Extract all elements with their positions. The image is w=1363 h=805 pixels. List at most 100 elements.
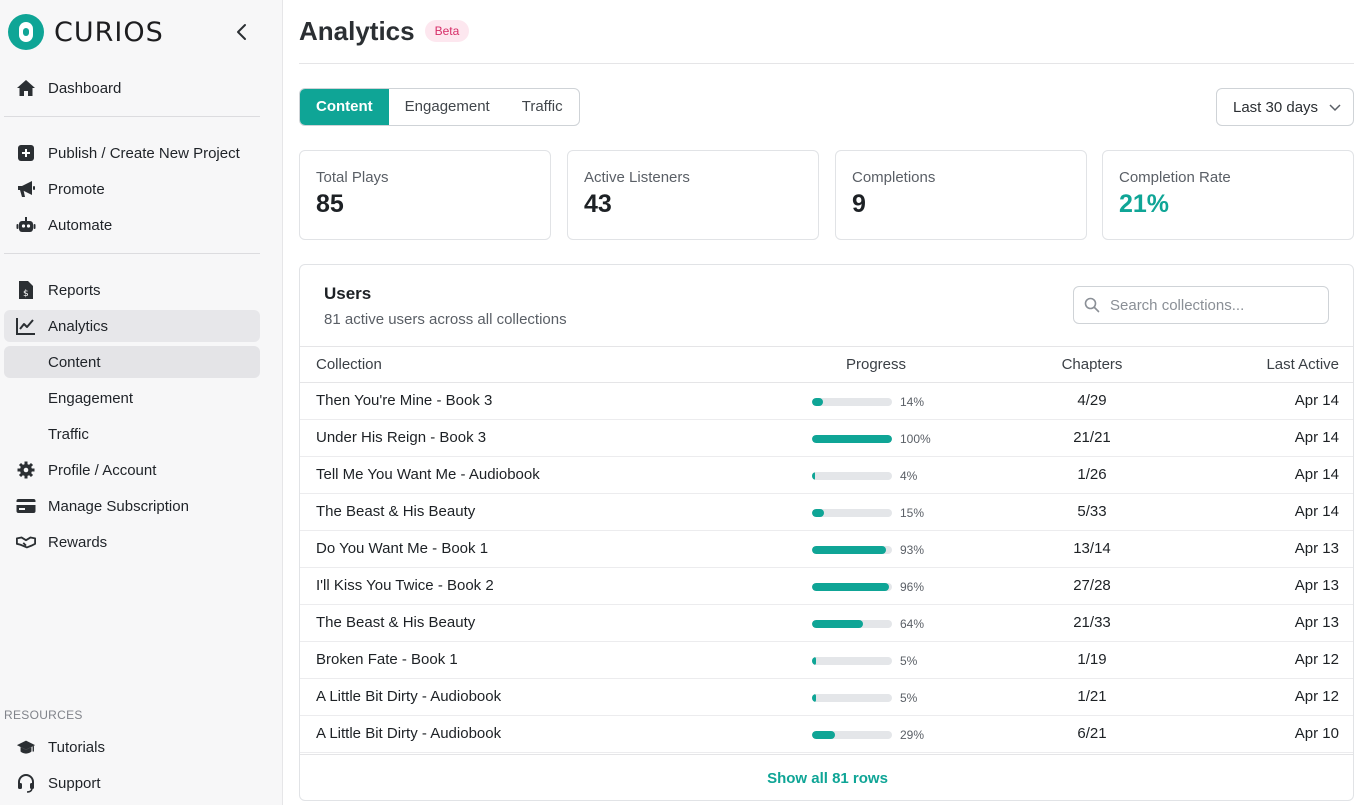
progress-cell: 96% [812, 568, 924, 605]
sidebar-subitem-content[interactable]: Content [4, 346, 260, 378]
progress-cell: 29% [812, 716, 924, 753]
progress-fill [812, 619, 864, 628]
collection-name: A Little Bit Dirty - Audiobook [316, 725, 502, 742]
handshake-icon [16, 532, 36, 552]
progress-bar [812, 619, 892, 628]
beta-badge: Beta [424, 20, 470, 42]
progress-cell: 64% [812, 605, 924, 642]
collection-name: Under His Reign - Book 3 [316, 429, 487, 446]
svg-text:$: $ [23, 289, 29, 299]
gear-icon [16, 460, 36, 480]
progress-fill [812, 471, 816, 480]
sidebar-item-support[interactable]: Support [4, 767, 260, 799]
table-row[interactable]: Broken Fate - Book 1 5% 1/19 Apr 12 [300, 642, 1353, 679]
progress-percent: 4% [900, 468, 918, 483]
progress-percent: 29% [900, 727, 925, 742]
collection-name: Do You Want Me - Book 1 [316, 540, 489, 557]
tab-engagement[interactable]: Engagement [404, 98, 490, 115]
tab-traffic[interactable]: Traffic [521, 98, 563, 115]
stat-value: 21% [1119, 190, 1170, 218]
sidebar-item-dashboard[interactable]: Dashboard [4, 72, 260, 104]
progress-cell: 5% [812, 679, 917, 716]
search-icon [1084, 297, 1100, 313]
collection-name: Then You're Mine - Book 3 [316, 392, 493, 409]
page-title: Analytics [299, 16, 415, 46]
analytics-tabs: Content Engagement Traffic [299, 88, 580, 126]
users-subtitle: 81 active users across all collections [324, 311, 567, 328]
table-row[interactable]: Do You Want Me - Book 1 93% 13/14 Apr 13 [300, 531, 1353, 568]
progress-fill [812, 508, 824, 517]
chapters-count: 4/29 [1077, 392, 1107, 409]
progress-fill [812, 545, 887, 554]
brand[interactable]: CURIOS [8, 13, 164, 51]
table-row[interactable]: The Beast & His Beauty 15% 5/33 Apr 14 [300, 494, 1353, 531]
progress-fill [812, 582, 889, 591]
chevron-down-icon [1329, 104, 1341, 112]
sidebar-item-tutorials[interactable]: Tutorials [4, 731, 260, 763]
progress-percent: 100% [900, 431, 931, 446]
line-chart-icon [16, 316, 36, 336]
progress-cell: 4% [812, 457, 917, 494]
sidebar-item-subscription[interactable]: Manage Subscription [4, 490, 260, 522]
chevron-left-icon [237, 24, 246, 40]
column-header-collection[interactable]: Collection [316, 356, 382, 373]
sidebar-item-reports[interactable]: $ Reports [4, 274, 260, 306]
sidebar-item-label: Promote [48, 180, 105, 198]
sidebar-item-label: Profile / Account [48, 461, 157, 479]
progress-percent: 96% [900, 579, 925, 594]
column-header-chapters[interactable]: Chapters [1061, 356, 1123, 373]
sidebar-item-label: Analytics [48, 317, 109, 335]
megaphone-icon [16, 179, 36, 199]
sidebar-item-automate[interactable]: Automate [4, 209, 260, 241]
sidebar-subitem-traffic[interactable]: Traffic [4, 418, 260, 450]
stat-label: Active Listeners [584, 169, 690, 186]
credit-card-icon [16, 496, 36, 516]
sidebar-item-profile[interactable]: Profile / Account [4, 454, 260, 486]
sidebar-item-publish[interactable]: Publish / Create New Project [4, 137, 260, 169]
progress-cell: 100% [812, 420, 931, 457]
table-row[interactable]: I'll Kiss You Twice - Book 2 96% 27/28 Apr … [300, 568, 1353, 605]
table-row[interactable]: Under His Reign - Book 3 100% 21/21 Apr 14 [300, 420, 1353, 457]
tab-content[interactable]: Content [300, 89, 389, 125]
progress-percent: 15% [900, 505, 925, 520]
sidebar-item-promote[interactable]: Promote [4, 173, 260, 205]
chapters-count: 6/21 [1077, 725, 1107, 742]
last-active-date: Apr 12 [1294, 688, 1339, 705]
home-icon [16, 78, 36, 98]
search-box [1073, 286, 1329, 324]
progress-fill [812, 397, 824, 406]
sidebar-divider [4, 116, 260, 117]
chapters-count: 21/33 [1073, 614, 1111, 631]
graduation-cap-icon [16, 737, 36, 757]
show-all-rows-button[interactable]: Show all 81 rows [300, 754, 1353, 800]
stat-card-total-plays: Total Plays 85 [299, 150, 551, 240]
sidebar-subitem-engagement[interactable]: Engagement [4, 382, 260, 414]
collection-name: The Beast & His Beauty [316, 503, 476, 520]
table-row[interactable]: Then You're Mine - Book 3 14% 4/29 Apr 14 [300, 383, 1353, 420]
date-range-select[interactable]: Last 30 days [1216, 88, 1354, 126]
table-row[interactable]: Tell Me You Want Me - Audiobook 4% 1/26 Apr… [300, 457, 1353, 494]
progress-bar [812, 397, 892, 406]
progress-cell: 14% [812, 383, 924, 420]
progress-fill [812, 693, 816, 702]
chapters-count: 27/28 [1073, 577, 1111, 594]
column-header-progress[interactable]: Progress [846, 356, 907, 373]
sidebar-item-rewards[interactable]: Rewards [4, 526, 260, 558]
last-active-date: Apr 10 [1294, 725, 1339, 742]
stat-value: 9 [852, 190, 866, 218]
table-row[interactable]: A Little Bit Dirty - Audiobook 29% 6/21 Apr… [300, 716, 1353, 753]
progress-percent: 5% [900, 653, 918, 668]
date-range-value: Last 30 days [1233, 98, 1319, 116]
sidebar-item-analytics[interactable]: Analytics [4, 310, 260, 342]
stat-value: 85 [316, 190, 344, 218]
collapse-sidebar-button[interactable] [230, 20, 254, 44]
progress-fill [812, 434, 892, 443]
table-row[interactable]: The Beast & His Beauty 64% 21/33 Apr 13 [300, 605, 1353, 642]
search-collections-input[interactable] [1110, 296, 1310, 314]
last-active-date: Apr 14 [1294, 429, 1339, 446]
progress-percent: 14% [900, 394, 925, 409]
column-header-last-active[interactable]: Last Active [1266, 356, 1339, 373]
table-row[interactable]: A Little Bit Dirty - Audiobook 5% 1/21 Apr … [300, 679, 1353, 716]
sidebar-item-label: Reports [48, 281, 101, 299]
progress-bar [812, 730, 892, 739]
